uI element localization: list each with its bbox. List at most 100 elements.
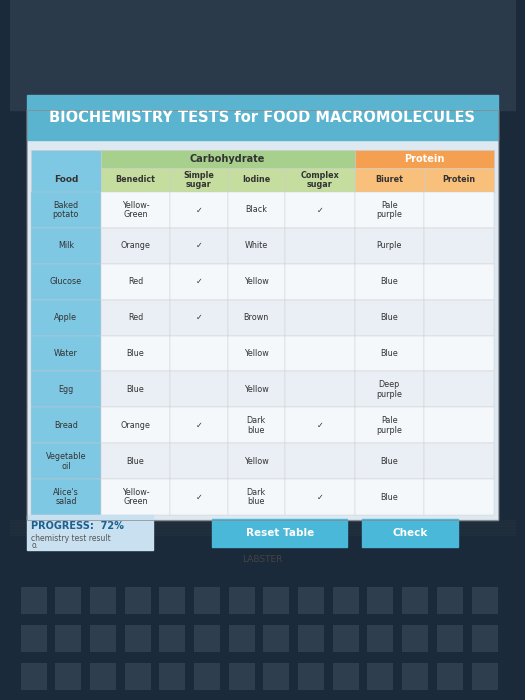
Bar <box>31 264 101 300</box>
Text: White: White <box>245 241 268 251</box>
Text: Reset Table: Reset Table <box>246 528 314 538</box>
Bar <box>10 523 516 526</box>
Text: Pale
purple: Pale purple <box>376 416 402 435</box>
Bar <box>401 624 428 652</box>
Bar <box>285 479 354 515</box>
Bar <box>193 662 220 690</box>
Bar <box>354 407 424 443</box>
Bar <box>10 529 516 532</box>
Bar <box>212 519 347 547</box>
Bar <box>101 335 170 372</box>
Bar <box>159 586 185 614</box>
Bar <box>436 586 463 614</box>
Bar <box>401 586 428 614</box>
Text: Blue: Blue <box>381 456 398 466</box>
Text: Red: Red <box>128 313 143 322</box>
Text: Complex
sugar: Complex sugar <box>300 171 339 190</box>
Text: Egg: Egg <box>58 385 74 394</box>
Text: Protein: Protein <box>443 176 476 185</box>
Bar <box>27 110 498 520</box>
Text: Blue: Blue <box>381 277 398 286</box>
Bar <box>436 662 463 690</box>
Bar <box>285 407 354 443</box>
Bar <box>228 662 255 690</box>
Bar <box>354 300 424 335</box>
Bar <box>262 662 289 690</box>
Bar <box>424 192 494 228</box>
Bar <box>19 586 47 614</box>
Bar <box>424 479 494 515</box>
Bar <box>170 479 228 515</box>
Bar <box>228 264 285 300</box>
Bar <box>366 586 393 614</box>
Bar <box>170 192 228 228</box>
Text: Yellow-
Green: Yellow- Green <box>122 201 149 219</box>
Text: BIOCHEMISTRY TESTS for FOOD MACROMOLECULES: BIOCHEMISTRY TESTS for FOOD MACROMOLECUL… <box>49 110 476 125</box>
Bar <box>424 443 494 479</box>
Bar <box>101 407 170 443</box>
Text: Bread: Bread <box>54 421 78 430</box>
Bar <box>366 624 393 652</box>
Bar <box>228 407 285 443</box>
Bar <box>54 586 81 614</box>
Text: Benedict: Benedict <box>116 176 155 185</box>
Bar <box>470 624 498 652</box>
Bar <box>101 479 170 515</box>
Bar <box>401 662 428 690</box>
Bar <box>285 300 354 335</box>
Bar <box>332 586 359 614</box>
Text: ✓: ✓ <box>317 493 323 502</box>
Bar <box>354 192 424 228</box>
Bar <box>228 372 285 407</box>
Text: Iodine: Iodine <box>242 176 270 185</box>
Bar <box>31 192 101 228</box>
Bar <box>354 443 424 479</box>
Bar <box>470 662 498 690</box>
Text: ✓: ✓ <box>317 421 323 430</box>
Bar <box>262 624 289 652</box>
Bar <box>89 624 116 652</box>
Bar <box>159 624 185 652</box>
Text: ✓: ✓ <box>195 241 202 251</box>
Bar <box>285 443 354 479</box>
Bar <box>285 335 354 372</box>
Bar <box>101 228 170 264</box>
Bar <box>285 228 354 264</box>
Bar <box>228 443 285 479</box>
Bar <box>124 624 151 652</box>
Bar <box>262 586 289 614</box>
Bar <box>424 168 494 192</box>
Bar <box>297 586 324 614</box>
Text: Yellow: Yellow <box>244 277 269 286</box>
Text: Yellow: Yellow <box>244 456 269 466</box>
Text: ✓: ✓ <box>195 277 202 286</box>
Bar <box>10 0 516 110</box>
Bar <box>193 624 220 652</box>
Bar <box>31 150 101 192</box>
Bar <box>19 624 47 652</box>
Bar <box>54 662 81 690</box>
Text: ✓: ✓ <box>195 313 202 322</box>
Text: Blue: Blue <box>381 349 398 358</box>
Bar <box>228 300 285 335</box>
Bar <box>101 372 170 407</box>
Bar <box>424 264 494 300</box>
Text: Alice's
salad: Alice's salad <box>53 488 79 506</box>
Bar <box>31 300 101 335</box>
Bar <box>19 662 47 690</box>
Bar <box>297 662 324 690</box>
Bar <box>170 168 228 192</box>
Text: Orange: Orange <box>121 241 150 251</box>
Text: Yellow-
Green: Yellow- Green <box>122 488 149 506</box>
Text: Blue: Blue <box>381 493 398 502</box>
Text: Yellow: Yellow <box>244 385 269 394</box>
Bar <box>424 372 494 407</box>
Bar <box>170 372 228 407</box>
Text: ✓: ✓ <box>195 421 202 430</box>
Bar <box>354 150 493 168</box>
Bar <box>285 264 354 300</box>
Text: Dark
blue: Dark blue <box>247 416 266 435</box>
Bar <box>228 168 285 192</box>
Bar <box>27 110 498 520</box>
Bar <box>228 335 285 372</box>
